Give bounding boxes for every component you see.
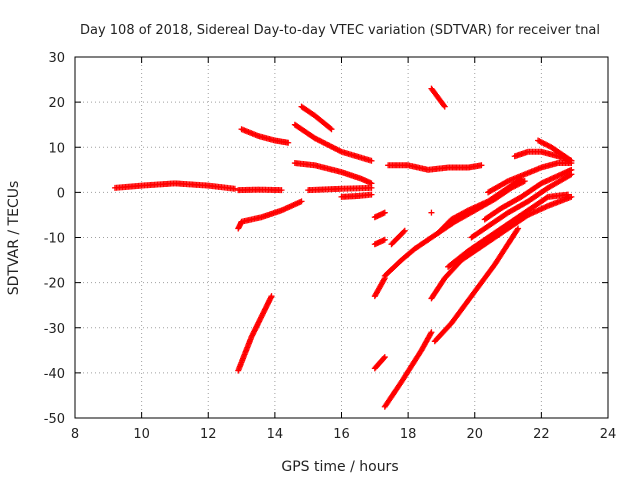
data-point <box>521 178 528 185</box>
data-point <box>328 126 335 133</box>
data-series <box>485 160 575 196</box>
data-point <box>400 228 407 235</box>
data-point <box>428 329 435 336</box>
x-tick-label: 14 <box>267 427 284 442</box>
data-point <box>565 191 572 198</box>
data-series <box>235 198 305 232</box>
x-tick-label: 20 <box>466 427 483 442</box>
data-point <box>401 227 408 234</box>
data-point <box>285 139 292 146</box>
x-tick-label: 18 <box>400 427 417 442</box>
data-series <box>381 329 435 410</box>
x-tick-labels: 8 10 12 14 16 18 20 22 24 <box>71 427 616 442</box>
data-point <box>381 354 388 361</box>
data-series <box>305 184 375 194</box>
x-tick-label: 16 <box>333 427 350 442</box>
data-series <box>371 354 388 372</box>
data-series <box>445 191 572 270</box>
data-series <box>235 186 285 194</box>
data-series <box>388 227 408 248</box>
data-point <box>368 191 375 198</box>
data-point <box>567 156 574 163</box>
x-tick-label: 8 <box>71 427 79 442</box>
data-series <box>381 236 432 279</box>
y-tick-label: 0 <box>57 186 65 201</box>
y-axis-label: SDTVAR / TECUs <box>6 181 22 296</box>
data-point <box>327 125 334 132</box>
data-series <box>371 275 388 300</box>
data-point <box>427 330 434 337</box>
y-tick-label: -10 <box>44 232 65 247</box>
y-tick-label: -20 <box>44 277 65 292</box>
data-series <box>428 209 435 216</box>
data-series <box>535 137 575 164</box>
data-point <box>428 209 435 216</box>
x-tick-label: 22 <box>533 427 550 442</box>
x-tick-label: 24 <box>600 427 617 442</box>
data-point <box>380 355 387 362</box>
data-point <box>381 276 388 283</box>
data-series <box>481 166 575 223</box>
data-point <box>268 293 275 300</box>
y-tick-label: -40 <box>44 367 65 382</box>
data-point <box>298 198 305 205</box>
data-point <box>441 103 448 110</box>
x-tick-label: 12 <box>200 427 217 442</box>
data-point <box>440 102 447 109</box>
data-point <box>337 148 344 155</box>
data-point <box>515 225 522 232</box>
data-series <box>291 160 375 187</box>
data-point <box>368 184 375 191</box>
data-series <box>338 191 375 200</box>
data-point <box>278 187 285 194</box>
data-series <box>435 175 525 236</box>
data-point <box>514 226 521 233</box>
data-series <box>511 148 575 164</box>
data-series <box>431 225 522 345</box>
y-tick-label: 10 <box>48 141 65 156</box>
y-tick-label: 30 <box>48 51 65 66</box>
data-point <box>381 236 388 243</box>
data-series <box>298 103 335 133</box>
y-tick-labels: 30 20 10 0 -10 -20 -30 -40 -50 <box>44 51 65 427</box>
data-series <box>291 121 375 164</box>
data-series <box>238 126 292 146</box>
plot-frame <box>74 56 609 419</box>
data-point <box>478 162 485 169</box>
data-point <box>368 157 375 164</box>
data-series <box>468 171 575 241</box>
y-tick-label: 20 <box>48 96 65 111</box>
data-series <box>385 162 485 173</box>
data-point <box>568 166 575 173</box>
data-point <box>231 185 238 192</box>
chart-title: Day 108 of 2018, Sidereal Day-to-day VTE… <box>80 23 600 38</box>
data-series <box>428 85 448 110</box>
data-series <box>235 293 275 374</box>
y-tick-label: -50 <box>44 412 65 427</box>
y-tick-label: -30 <box>44 322 65 337</box>
x-axis-label: GPS time / hours <box>281 459 398 475</box>
data-series <box>371 236 388 248</box>
x-tick-label: 10 <box>133 427 150 442</box>
data-point <box>381 209 388 216</box>
data-point <box>568 193 575 200</box>
data-marks <box>111 85 575 410</box>
data-series <box>111 180 238 192</box>
grid <box>74 56 609 419</box>
data-point <box>568 157 575 164</box>
data-series <box>371 209 388 221</box>
